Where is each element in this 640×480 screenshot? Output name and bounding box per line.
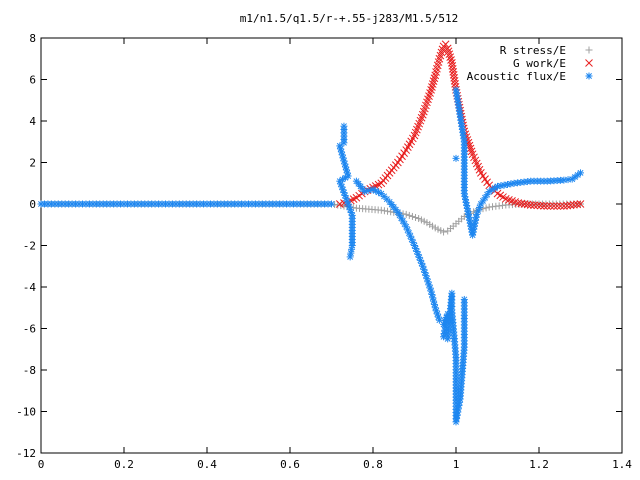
data-point xyxy=(384,207,392,215)
legend-marker xyxy=(585,59,593,67)
data-point xyxy=(377,206,385,214)
data-point xyxy=(543,202,552,210)
data-point xyxy=(560,202,568,210)
x-tick-label: 0 xyxy=(38,458,45,471)
x-tick-label: 0.6 xyxy=(280,458,300,471)
data-point xyxy=(412,213,420,221)
y-tick-label: -6 xyxy=(23,323,36,336)
data-point xyxy=(444,47,453,56)
chart-title: m1/n1.5/q1.5/r-+.55-j283/M1.5/512 xyxy=(240,12,459,25)
data-point xyxy=(482,204,490,212)
data-point xyxy=(446,53,455,61)
y-tick-label: -8 xyxy=(23,364,36,377)
data-point xyxy=(546,202,555,210)
data-point xyxy=(328,200,335,208)
y-tick-label: -4 xyxy=(23,281,37,294)
data-point xyxy=(432,307,440,315)
data-point xyxy=(445,50,454,59)
data-point xyxy=(520,200,529,208)
data-point xyxy=(452,154,460,162)
data-point xyxy=(334,201,342,209)
y-tick-label: 8 xyxy=(29,32,36,45)
data-point xyxy=(530,201,538,210)
data-point xyxy=(566,201,575,210)
data-point xyxy=(563,201,572,210)
data-point xyxy=(428,80,437,88)
x-tick-label: 1 xyxy=(453,458,460,471)
data-point xyxy=(408,212,416,220)
data-point xyxy=(405,211,413,219)
data-point xyxy=(348,245,356,253)
data-point xyxy=(428,83,436,91)
data-point xyxy=(536,201,545,210)
data-point xyxy=(553,202,562,210)
axis-ticks: 0 0.2 0.4 0.6 0.8 1 1.2 1.4 8 6 4 2 0 -2 -4 -6 -8 -10 -12 xyxy=(16,32,632,471)
data-point xyxy=(474,207,482,215)
y-tick-label: 4 xyxy=(29,115,36,128)
series-2 xyxy=(37,86,584,426)
data-point xyxy=(429,77,438,86)
data-point xyxy=(340,189,348,197)
x-tick-label: 1.4 xyxy=(612,458,632,471)
data-point xyxy=(570,200,578,209)
data-point xyxy=(447,56,455,64)
data-point xyxy=(430,74,439,83)
data-point xyxy=(577,169,584,177)
data-marks xyxy=(37,40,585,426)
data-point xyxy=(526,201,535,209)
y-tick-label: -10 xyxy=(16,406,36,419)
data-point xyxy=(402,210,410,218)
legend-label: G work/E xyxy=(513,57,566,70)
data-point xyxy=(523,200,532,209)
y-tick-label: -2 xyxy=(23,240,36,253)
data-point xyxy=(399,217,407,225)
data-point xyxy=(402,223,410,231)
y-tick-label: -12 xyxy=(16,447,36,460)
data-point xyxy=(573,200,582,209)
x-tick-label: 0.2 xyxy=(114,458,134,471)
data-point xyxy=(441,40,450,49)
legend-label: Acoustic flux/E xyxy=(467,70,566,83)
data-point xyxy=(380,207,388,215)
data-point xyxy=(540,202,548,210)
data-point xyxy=(556,202,565,210)
plot-frame xyxy=(40,37,623,454)
y-tick-label: 2 xyxy=(29,157,36,170)
data-point xyxy=(469,231,477,239)
data-point xyxy=(533,201,542,210)
data-point xyxy=(428,290,436,298)
data-point xyxy=(576,200,585,208)
data-point xyxy=(550,202,558,210)
legend-label: R stress/E xyxy=(500,44,566,57)
y-tick-label: 6 xyxy=(29,74,36,87)
x-tick-label: 1.2 xyxy=(529,458,549,471)
legend-marker xyxy=(585,72,593,80)
x-tick-label: 0.4 xyxy=(197,458,217,471)
data-point xyxy=(517,199,526,208)
legend-marker xyxy=(585,46,593,54)
x-tick-label: 0.8 xyxy=(363,458,383,471)
data-point xyxy=(460,295,468,303)
data-point xyxy=(443,44,452,53)
data-point xyxy=(346,253,354,261)
data-point xyxy=(440,228,448,236)
data-point xyxy=(427,86,435,94)
data-point xyxy=(467,147,476,156)
data-point xyxy=(514,199,523,207)
data-point xyxy=(466,144,475,153)
data-point xyxy=(340,139,348,147)
y-tick-label: 0 xyxy=(29,198,36,211)
data-point xyxy=(387,208,395,216)
